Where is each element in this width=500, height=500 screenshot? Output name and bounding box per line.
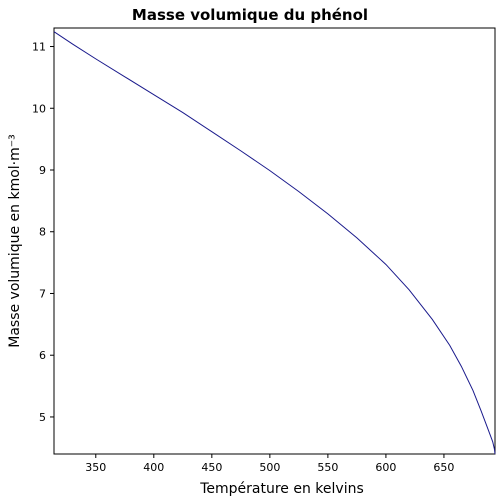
y-tick-label: 6: [39, 349, 46, 362]
y-tick-label: 11: [32, 41, 46, 54]
series-line: [53, 31, 496, 455]
y-tick-label: 10: [32, 102, 46, 115]
y-tick-label: 5: [39, 411, 46, 424]
plot-frame: [53, 27, 496, 455]
x-tick-label: 600: [375, 461, 396, 474]
y-tick-label: 7: [39, 287, 46, 300]
y-axis-label: Masse volumique en kmol·m⁻³: [7, 134, 23, 348]
x-tick-label: 500: [259, 461, 280, 474]
x-tick-label: 650: [433, 461, 454, 474]
chart-title: Masse volumique du phénol: [132, 6, 368, 24]
x-tick-label: 400: [143, 461, 164, 474]
y-tick-label: 8: [39, 226, 46, 239]
x-tick-label: 350: [85, 461, 106, 474]
y-axis: 5 6 7 8 9 10 11: [32, 41, 54, 424]
x-tick-label: 550: [317, 461, 338, 474]
y-tick-label: 9: [39, 164, 46, 177]
x-tick-label: 450: [201, 461, 222, 474]
x-axis-label: Température en kelvins: [199, 481, 364, 497]
x-axis: 350 400 450 500 550 600 650: [85, 454, 454, 474]
